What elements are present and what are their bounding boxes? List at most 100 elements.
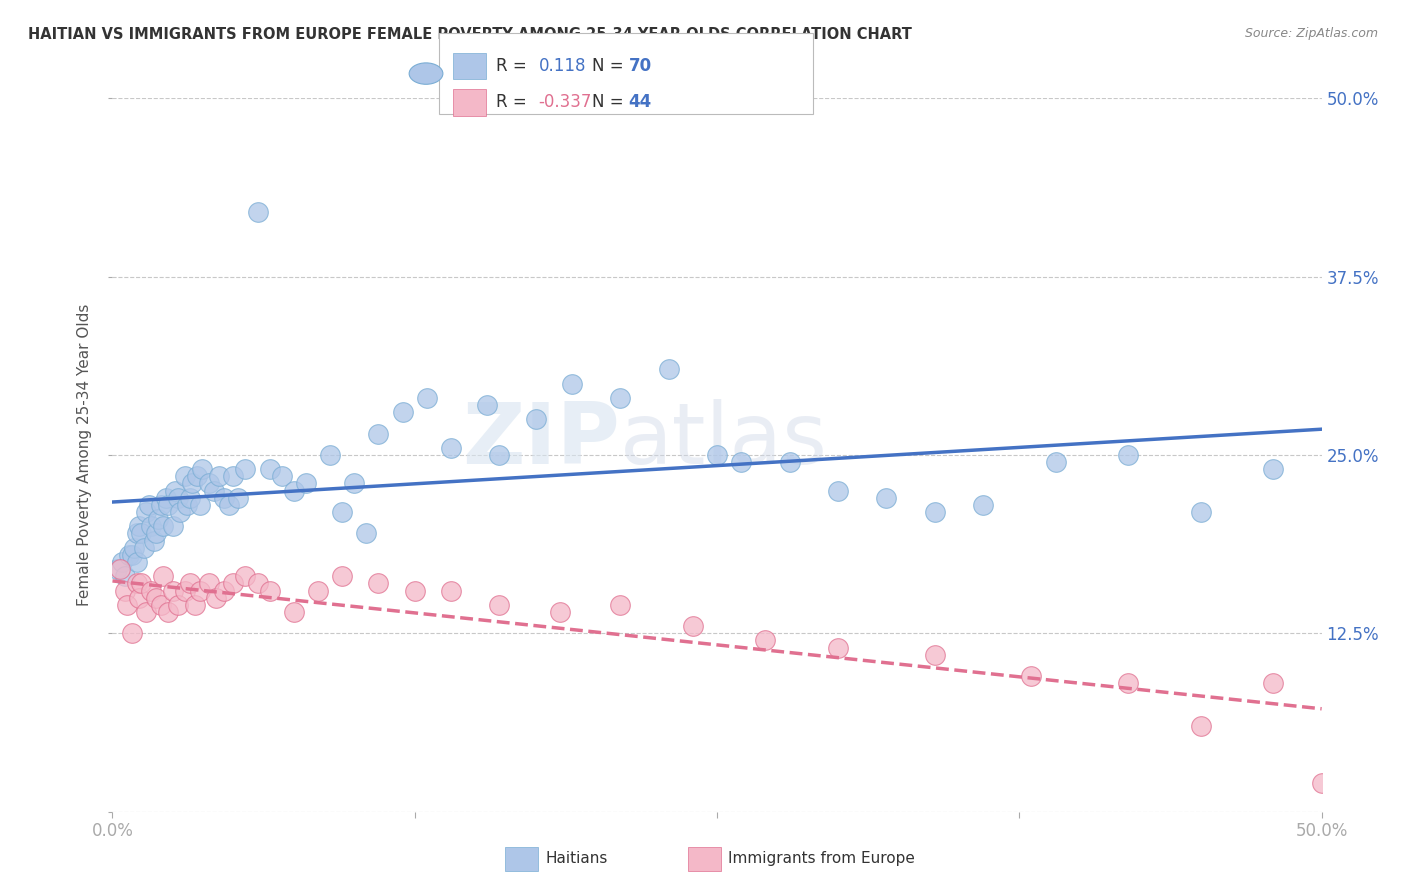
Text: ZIP: ZIP: [463, 399, 620, 483]
Text: 70: 70: [628, 57, 651, 75]
Point: [488, 448, 510, 462]
Point: [730, 455, 752, 469]
Point: [222, 469, 245, 483]
Point: [141, 519, 163, 533]
Point: [1116, 676, 1139, 690]
Point: [202, 483, 225, 498]
Point: [157, 498, 180, 512]
Point: [122, 541, 145, 555]
Point: [754, 633, 776, 648]
Point: [561, 376, 583, 391]
Point: [135, 505, 157, 519]
Point: [1310, 776, 1333, 790]
Point: [827, 640, 849, 655]
Point: [152, 569, 174, 583]
Point: [165, 483, 187, 498]
Point: [105, 562, 128, 576]
Point: [283, 483, 305, 498]
Point: [115, 598, 138, 612]
Point: [1021, 669, 1043, 683]
Point: [176, 498, 198, 512]
Point: [488, 598, 510, 612]
Point: [125, 576, 148, 591]
Text: N =: N =: [592, 94, 628, 112]
Point: [924, 505, 946, 519]
Point: [205, 591, 228, 605]
Text: -0.337: -0.337: [538, 94, 592, 112]
Point: [827, 483, 849, 498]
Point: [1189, 719, 1212, 733]
Point: [149, 498, 172, 512]
Point: [145, 526, 167, 541]
Point: [779, 455, 801, 469]
Text: HAITIAN VS IMMIGRANTS FROM EUROPE FEMALE POVERTY AMONG 25-34 YEAR OLDS CORRELATI: HAITIAN VS IMMIGRANTS FROM EUROPE FEMALE…: [28, 27, 912, 42]
Point: [179, 576, 201, 591]
Point: [226, 491, 249, 505]
Point: [706, 448, 728, 462]
Point: [155, 491, 177, 505]
Point: [114, 583, 136, 598]
Y-axis label: Female Poverty Among 25-34 Year Olds: Female Poverty Among 25-34 Year Olds: [77, 304, 93, 606]
Point: [145, 591, 167, 605]
Text: R =: R =: [496, 94, 533, 112]
Point: [609, 598, 631, 612]
Text: atlas: atlas: [620, 399, 828, 483]
Point: [118, 548, 141, 562]
Text: Source: ZipAtlas.com: Source: ZipAtlas.com: [1244, 27, 1378, 40]
Point: [188, 583, 211, 598]
Point: [524, 412, 547, 426]
Point: [391, 405, 413, 419]
Point: [111, 555, 134, 569]
Point: [138, 498, 160, 512]
Point: [125, 555, 148, 569]
Point: [191, 462, 214, 476]
Point: [548, 605, 571, 619]
Point: [212, 583, 235, 598]
Point: [183, 598, 205, 612]
Point: [609, 391, 631, 405]
Point: [162, 583, 184, 598]
Point: [152, 519, 174, 533]
Point: [208, 469, 231, 483]
Point: [682, 619, 704, 633]
Point: [141, 583, 163, 598]
Text: N =: N =: [592, 57, 628, 75]
Point: [131, 526, 153, 541]
Text: Immigrants from Europe: Immigrants from Europe: [728, 851, 915, 866]
Point: [218, 498, 240, 512]
Point: [162, 519, 184, 533]
Point: [270, 469, 292, 483]
Point: [404, 583, 426, 598]
Point: [330, 569, 353, 583]
Point: [246, 576, 269, 591]
Point: [1116, 448, 1139, 462]
Point: [1045, 455, 1067, 469]
Point: [924, 648, 946, 662]
Point: [198, 476, 221, 491]
Point: [259, 462, 281, 476]
Point: [157, 605, 180, 619]
Point: [135, 605, 157, 619]
Point: [188, 498, 211, 512]
Text: Haitians: Haitians: [546, 851, 607, 866]
Text: 44: 44: [628, 94, 652, 112]
Point: [174, 469, 197, 483]
Point: [166, 598, 188, 612]
Point: [108, 562, 131, 576]
Text: 0.118: 0.118: [538, 57, 586, 75]
Point: [875, 491, 897, 505]
Point: [259, 583, 281, 598]
Point: [319, 448, 342, 462]
Point: [283, 605, 305, 619]
Point: [477, 398, 499, 412]
Point: [212, 491, 235, 505]
Point: [174, 583, 197, 598]
Point: [367, 426, 389, 441]
Point: [142, 533, 165, 548]
Point: [149, 598, 172, 612]
Point: [330, 505, 353, 519]
Point: [1263, 462, 1285, 476]
Point: [132, 541, 155, 555]
Point: [235, 462, 257, 476]
Point: [246, 205, 269, 219]
